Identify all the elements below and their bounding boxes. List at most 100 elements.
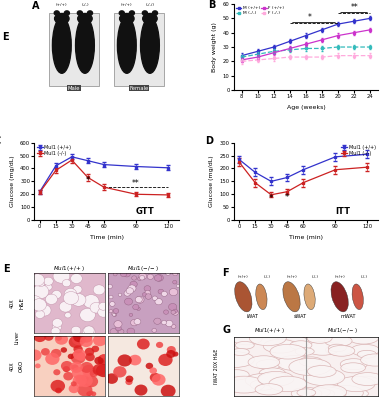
Circle shape xyxy=(348,332,379,344)
M (+/+) xyxy=(304,33,308,38)
Circle shape xyxy=(134,384,147,396)
Circle shape xyxy=(216,352,254,368)
Circle shape xyxy=(30,274,45,286)
Circle shape xyxy=(136,296,144,303)
Circle shape xyxy=(152,374,165,386)
Circle shape xyxy=(51,328,60,335)
Circle shape xyxy=(289,358,331,376)
Circle shape xyxy=(63,366,70,372)
Circle shape xyxy=(161,385,176,397)
Ellipse shape xyxy=(52,17,71,73)
Circle shape xyxy=(351,344,379,356)
Text: D: D xyxy=(205,136,213,146)
Text: E: E xyxy=(3,264,9,274)
Circle shape xyxy=(168,304,177,310)
Circle shape xyxy=(113,313,117,316)
Circle shape xyxy=(139,273,147,280)
Ellipse shape xyxy=(141,17,159,73)
M (+/+) xyxy=(320,28,324,32)
Circle shape xyxy=(41,348,50,356)
Title: $Mul1(-/-)$: $Mul1(-/-)$ xyxy=(128,264,160,273)
Text: Female: Female xyxy=(129,86,149,91)
F (+/+) xyxy=(368,28,372,32)
Circle shape xyxy=(64,288,77,299)
Circle shape xyxy=(73,349,86,360)
Circle shape xyxy=(38,305,51,316)
Circle shape xyxy=(144,286,151,291)
Circle shape xyxy=(277,355,315,371)
Circle shape xyxy=(53,369,60,375)
Circle shape xyxy=(133,304,139,310)
Circle shape xyxy=(77,353,86,361)
Circle shape xyxy=(173,280,177,284)
Circle shape xyxy=(123,271,130,277)
F (-/-) xyxy=(288,55,292,60)
Circle shape xyxy=(96,364,111,377)
Circle shape xyxy=(173,271,178,276)
Y-axis label: Glucose (mg/dL): Glucose (mg/dL) xyxy=(209,156,214,207)
Circle shape xyxy=(145,290,151,295)
Circle shape xyxy=(66,293,75,300)
Circle shape xyxy=(84,326,94,335)
Circle shape xyxy=(94,357,104,365)
Circle shape xyxy=(128,285,136,292)
Circle shape xyxy=(361,354,382,366)
Circle shape xyxy=(28,350,42,361)
Circle shape xyxy=(118,293,122,296)
Circle shape xyxy=(91,346,99,352)
Circle shape xyxy=(171,310,175,314)
Circle shape xyxy=(85,348,94,356)
Circle shape xyxy=(63,292,79,304)
Text: Male: Male xyxy=(68,86,80,91)
F (+/+) xyxy=(240,58,244,62)
Circle shape xyxy=(295,348,314,355)
F (-/-) xyxy=(336,53,340,58)
Circle shape xyxy=(52,290,62,299)
Circle shape xyxy=(113,366,126,378)
M (-/-) xyxy=(368,45,372,50)
Circle shape xyxy=(166,350,176,358)
Text: sWAT: sWAT xyxy=(294,314,307,318)
Circle shape xyxy=(328,346,355,356)
Text: (+/+): (+/+) xyxy=(121,4,133,8)
Circle shape xyxy=(112,313,116,316)
Circle shape xyxy=(142,293,147,296)
Circle shape xyxy=(71,326,81,334)
Text: iWAT: iWAT xyxy=(246,314,258,318)
Ellipse shape xyxy=(77,11,83,15)
Circle shape xyxy=(75,375,86,384)
Circle shape xyxy=(146,363,153,369)
Circle shape xyxy=(69,384,79,393)
F (-/-) xyxy=(368,53,372,58)
Circle shape xyxy=(129,313,133,316)
Circle shape xyxy=(71,294,86,306)
Circle shape xyxy=(357,350,377,358)
X-axis label: Age (weeks): Age (weeks) xyxy=(286,105,325,110)
Text: ORO: ORO xyxy=(19,360,24,372)
Circle shape xyxy=(125,379,133,385)
Circle shape xyxy=(307,333,332,343)
Circle shape xyxy=(137,338,150,350)
Text: $Mul1(-/-)$: $Mul1(-/-)$ xyxy=(327,326,358,335)
Circle shape xyxy=(120,271,127,277)
M (-/-) xyxy=(336,45,340,50)
Circle shape xyxy=(65,312,71,318)
Text: 40X: 40X xyxy=(9,298,15,308)
Text: (-/-): (-/-) xyxy=(312,275,319,279)
Text: A: A xyxy=(31,2,39,12)
Circle shape xyxy=(270,344,306,359)
Text: 40X: 40X xyxy=(9,361,15,371)
Circle shape xyxy=(138,277,141,280)
Circle shape xyxy=(306,342,340,355)
Circle shape xyxy=(250,380,276,390)
Circle shape xyxy=(83,299,91,306)
Circle shape xyxy=(93,285,105,295)
Text: (+/+): (+/+) xyxy=(56,4,68,8)
F (-/-) xyxy=(272,56,276,61)
Circle shape xyxy=(126,288,133,294)
Ellipse shape xyxy=(331,282,348,312)
Line: F (-/-): F (-/-) xyxy=(241,54,371,63)
Circle shape xyxy=(61,361,73,371)
Ellipse shape xyxy=(87,11,92,15)
Circle shape xyxy=(145,294,152,299)
